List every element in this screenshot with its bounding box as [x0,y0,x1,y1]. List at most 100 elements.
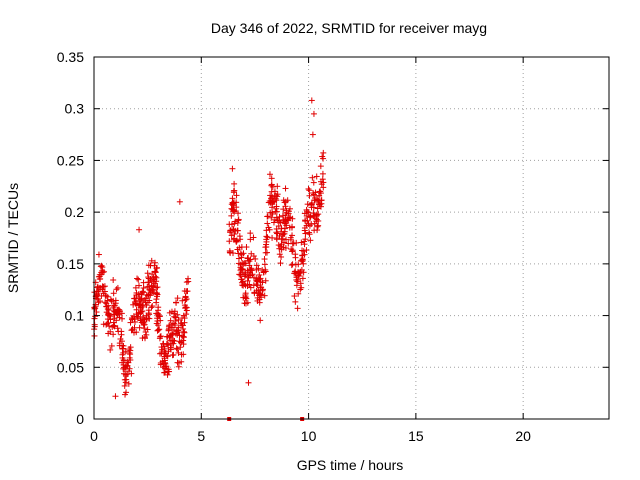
data-point [136,324,143,331]
data-point [259,279,266,286]
data-point [271,216,278,223]
data-point [135,282,142,289]
data-point [181,319,188,326]
data-point [245,379,252,386]
data-point [255,265,262,272]
data-point [135,276,142,283]
data-point [302,230,309,237]
data-point [173,345,180,352]
data-point [276,251,283,258]
data-point [157,333,164,340]
data-point [247,230,254,237]
data-point [295,269,302,276]
data-point [253,281,260,288]
data-point [257,317,264,324]
data-point [165,348,172,355]
data-point [93,288,100,295]
x-tick-label: 15 [408,428,424,444]
data-point [310,110,317,117]
grid-lines [94,57,609,419]
data-point [229,250,236,257]
data-point [319,170,326,177]
data-point [256,296,263,303]
data-point [243,244,250,251]
data-point [122,391,129,398]
data-point [307,237,314,244]
data-point [126,365,133,372]
data-point [311,212,318,219]
data-point [244,277,251,284]
data-point [161,350,168,357]
data-point [301,227,308,234]
data-point [286,224,293,231]
data-point [269,234,276,241]
data-point [264,213,271,220]
data-point [144,326,151,333]
data-point [292,254,299,261]
data-point [280,230,287,237]
data-point [98,262,105,269]
data-point [288,262,295,269]
data-point [119,315,126,322]
data-point [229,200,236,207]
data-point [305,209,312,216]
data-point [155,304,162,311]
data-point [289,232,296,239]
data-point [302,236,309,243]
data-point [231,208,238,215]
data-point [158,344,165,351]
data-point [109,324,116,331]
data-point [268,175,275,182]
data-point [313,218,320,225]
data-point [183,279,190,286]
data-point [227,227,234,234]
data-point [311,197,318,204]
data-point [262,249,269,256]
data-point [273,203,280,210]
data-point [164,353,171,360]
data-point [110,322,117,329]
data-point [112,393,119,400]
data-point [294,305,301,312]
data-point [263,236,270,243]
data-point [317,188,324,195]
data-point [233,238,240,245]
data-point [174,346,181,353]
data-point [127,347,134,354]
data-point [153,274,160,281]
data-point [314,205,321,212]
data-point [126,354,133,361]
data-point [151,262,158,269]
y-axis-label: SRMTID / TECUs [5,183,21,293]
data-point [279,235,286,242]
data-point [114,284,121,291]
data-point [143,331,150,338]
data-point [282,203,289,210]
data-point [233,237,240,244]
data-point [299,275,306,282]
data-point [313,173,320,180]
data-point [140,320,147,327]
data-point [171,308,178,315]
data-point [231,187,238,194]
data-point [228,212,235,219]
data-point [261,256,268,263]
data-point [144,270,151,277]
data-point [118,328,125,335]
data-point [113,309,120,316]
x-tick-label: 0 [90,428,98,444]
data-point [116,340,123,347]
data-point [104,297,111,304]
data-point [155,322,162,329]
data-point [278,253,285,260]
data-point [320,149,327,156]
data-points [91,97,327,421]
data-point [167,317,174,324]
data-point [268,182,275,189]
data-point [175,363,182,370]
data-point [309,131,316,138]
data-point [100,283,107,290]
plot-frame [93,56,610,420]
data-point [172,314,179,321]
data-point [169,321,176,328]
